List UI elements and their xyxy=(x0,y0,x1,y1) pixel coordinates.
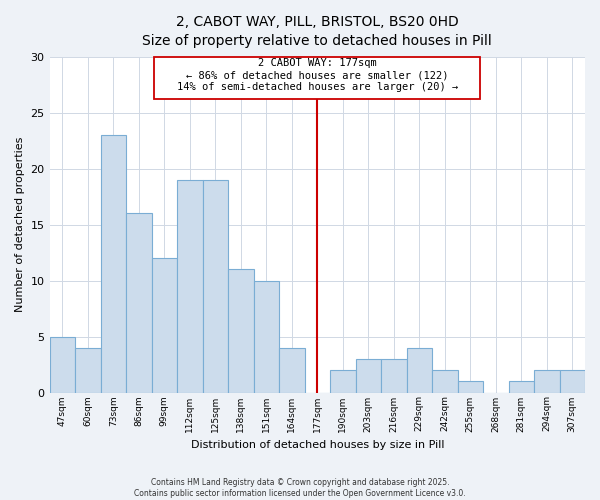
Bar xyxy=(203,180,228,392)
Bar xyxy=(152,258,177,392)
Text: 2 CABOT WAY: 177sqm: 2 CABOT WAY: 177sqm xyxy=(258,58,377,68)
Bar xyxy=(407,348,432,393)
Text: Contains HM Land Registry data © Crown copyright and database right 2025.
Contai: Contains HM Land Registry data © Crown c… xyxy=(134,478,466,498)
Bar xyxy=(101,135,126,392)
Title: 2, CABOT WAY, PILL, BRISTOL, BS20 0HD
Size of property relative to detached hous: 2, CABOT WAY, PILL, BRISTOL, BS20 0HD Si… xyxy=(142,15,492,48)
Bar xyxy=(50,336,75,392)
Bar xyxy=(458,382,483,392)
Bar xyxy=(432,370,458,392)
Bar xyxy=(75,348,101,393)
Text: 14% of semi-detached houses are larger (20) →: 14% of semi-detached houses are larger (… xyxy=(176,82,458,92)
Bar xyxy=(560,370,585,392)
FancyBboxPatch shape xyxy=(154,56,481,99)
X-axis label: Distribution of detached houses by size in Pill: Distribution of detached houses by size … xyxy=(191,440,444,450)
Bar xyxy=(330,370,356,392)
Bar xyxy=(177,180,203,392)
Bar xyxy=(356,359,381,392)
Bar xyxy=(534,370,560,392)
Bar xyxy=(381,359,407,392)
Bar xyxy=(509,382,534,392)
Bar xyxy=(126,214,152,392)
Text: ← 86% of detached houses are smaller (122): ← 86% of detached houses are smaller (12… xyxy=(186,70,449,80)
Bar xyxy=(279,348,305,393)
Y-axis label: Number of detached properties: Number of detached properties xyxy=(15,137,25,312)
Bar xyxy=(228,270,254,392)
Bar xyxy=(254,280,279,392)
